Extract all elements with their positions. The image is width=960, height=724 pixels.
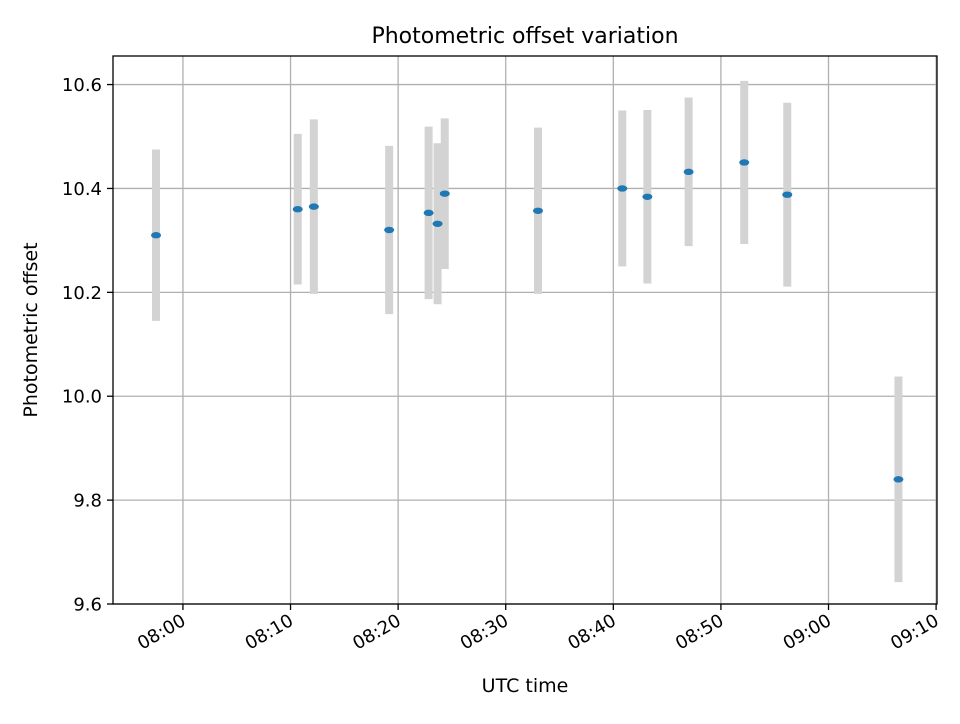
y-tick-label: 10.6 (62, 75, 102, 96)
y-tick-label: 10.4 (62, 179, 102, 200)
y-tick-label: 9.6 (73, 595, 102, 616)
y-tick-label: 10.2 (62, 283, 102, 304)
data-point (151, 232, 162, 239)
y-tick-label: 10.0 (62, 387, 102, 408)
data-point (292, 206, 303, 213)
data-markers (151, 159, 904, 483)
data-point (642, 193, 653, 200)
data-point (617, 185, 628, 192)
data-point (439, 190, 450, 197)
y-axis-label: Photometric offset (20, 242, 42, 417)
data-point (308, 203, 319, 210)
data-point (782, 191, 793, 198)
data-point (384, 226, 395, 234)
data-point (423, 209, 434, 217)
chart-title: Photometric offset variation (371, 24, 678, 49)
data-point (893, 476, 904, 483)
y-tick-label: 9.8 (73, 491, 102, 512)
data-point (739, 159, 750, 166)
y-axis-ticks: 9.6 9.8 10.0 10.2 10.4 10.6 (62, 75, 113, 616)
data-point (432, 220, 443, 227)
grid-lines (113, 56, 937, 605)
x-axis-label: UTC time (482, 675, 569, 697)
data-point (683, 168, 694, 176)
data-point (533, 207, 544, 214)
plot-area-frame (112, 55, 938, 605)
